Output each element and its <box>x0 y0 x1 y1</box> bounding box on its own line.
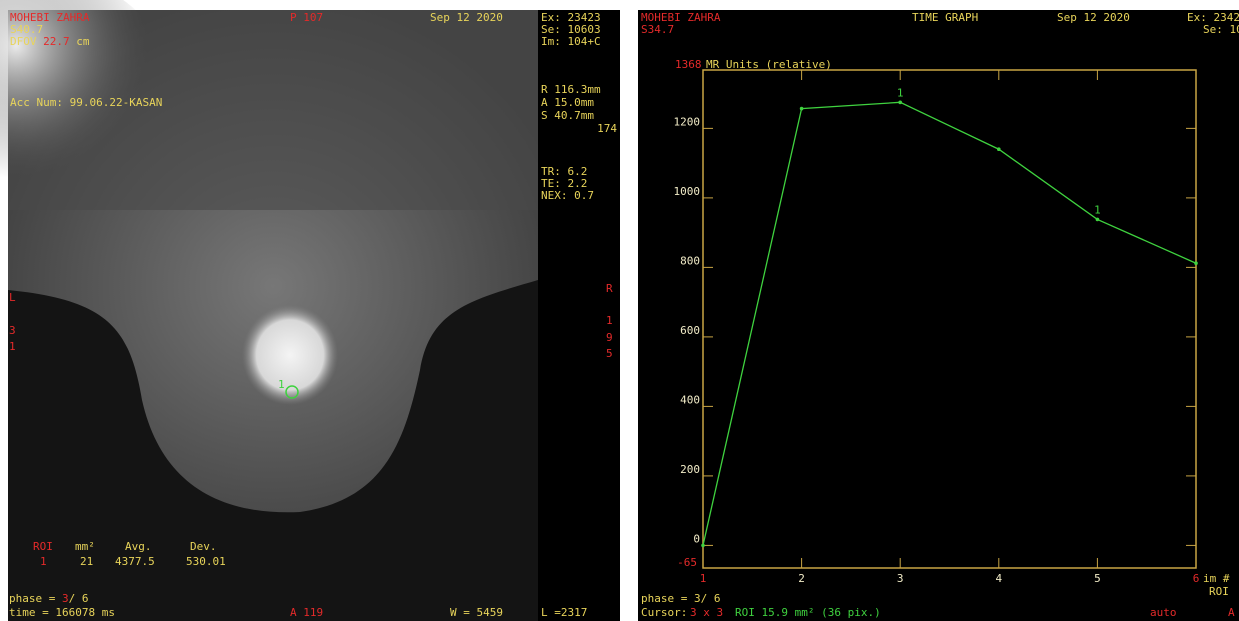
side-mark: 9 <box>606 331 613 344</box>
phase-label: phase = <box>641 592 694 605</box>
bright-region <box>0 0 170 200</box>
image: Im: 104+C <box>541 35 601 48</box>
coord: S 40.7mm <box>541 109 594 122</box>
slice: S40.7 <box>10 23 43 36</box>
data-point <box>1194 261 1198 266</box>
roi-header: Dev. <box>190 540 217 553</box>
patient: MOHEBI ZAHRA <box>641 11 721 24</box>
dfov: DFOV 22.7 cm <box>10 35 90 48</box>
series-line <box>702 101 1197 546</box>
data-point <box>1095 217 1100 222</box>
dfov-label: DFOV <box>10 35 37 48</box>
coord: 174 <box>597 122 617 135</box>
date: Sep 12 2020 <box>430 11 503 24</box>
exam: Ex: 23423 <box>1187 11 1239 24</box>
roi-cell: 530.01 <box>186 555 226 568</box>
y-tick-label: 200 <box>680 463 700 476</box>
side-mark: 1 <box>606 314 613 327</box>
param: NEX: 0.7 <box>541 189 594 202</box>
x-unit: im # <box>1203 572 1230 585</box>
roi-header: ROI <box>33 540 53 553</box>
side-mark: 5 <box>606 347 613 360</box>
level: L =2317 <box>541 606 587 619</box>
data-point <box>799 106 804 111</box>
phase-current: 3 <box>62 592 69 605</box>
side-mark: L <box>9 291 16 304</box>
roi-marker: 1 <box>278 378 285 391</box>
param: TR: 6.2 <box>541 165 587 178</box>
roi-header: mm² <box>75 540 95 553</box>
window: W = 5459 <box>450 606 503 619</box>
dfov-value: 22.7 <box>43 35 70 48</box>
lesion <box>242 305 338 405</box>
x-tick-label: 3 <box>897 572 904 585</box>
y-tick-label: 800 <box>680 254 700 267</box>
date: Sep 12 2020 <box>1057 11 1130 24</box>
roi-cell: 1 <box>40 555 47 568</box>
series: Se: 10603 <box>1203 23 1239 36</box>
data-point <box>898 100 902 105</box>
coord: A 15.0mm <box>541 96 594 109</box>
patient: MOHEBI ZAHRA <box>10 11 90 24</box>
exam: Ex: 23423 <box>541 11 601 24</box>
acc-num: Acc Num: 99.06.22-KASAN <box>10 96 162 109</box>
graph-title: TIME GRAPH <box>912 11 978 24</box>
x-limit-label: 1 <box>700 572 707 585</box>
side-mark: 1 <box>9 340 16 353</box>
phase: phase = 3/ 6 <box>9 592 88 605</box>
cursor-label: Cursor: <box>641 606 687 619</box>
slice: S34.7 <box>641 23 674 36</box>
dfov-unit: cm <box>76 35 90 48</box>
phase-value: 3/ 6 <box>694 592 721 605</box>
anterior: A 119 <box>290 606 323 619</box>
y-tick-label: 400 <box>680 393 700 406</box>
data-point <box>701 543 705 548</box>
x-tick-label: 2 <box>798 572 805 585</box>
roi-cell: 4377.5 <box>115 555 155 568</box>
time: time = 166078 ms <box>9 606 115 619</box>
roi-circle <box>285 385 299 399</box>
y-axis-label: MR Units (relative) <box>706 58 832 71</box>
annotation: 1 <box>897 86 904 99</box>
y-limit-label: -65 <box>677 556 697 569</box>
position: P 107 <box>290 11 323 24</box>
data-point <box>997 147 1001 152</box>
x-limit-label: 6 <box>1193 572 1200 585</box>
y-tick-label: 1000 <box>674 185 701 198</box>
coord: R 116.3mm <box>541 83 601 96</box>
param: TE: 2.2 <box>541 177 587 190</box>
side-mark: 3 <box>9 324 16 337</box>
roi-header: Avg. <box>125 540 152 553</box>
y-tick-label: 600 <box>680 324 700 337</box>
corner: A <box>1228 606 1235 619</box>
side-mark: R <box>606 282 613 295</box>
roi: ROI <box>1209 585 1229 598</box>
phase-total: / 6 <box>69 592 89 605</box>
x-tick-label: 5 <box>1094 572 1101 585</box>
y-limit-label: 1368 <box>675 58 702 71</box>
y-tick-label: 0 <box>693 532 700 545</box>
mri-panel: MOHEBI ZAHRA S40.7 DFOV 22.7 cm Acc Num:… <box>0 0 620 621</box>
plot-frame <box>702 69 1197 569</box>
graph-panel: MOHEBI ZAHRA S34.7 TIME GRAPH Sep 12 202… <box>638 10 1239 621</box>
x-tick-label: 4 <box>995 572 1002 585</box>
panel-bg <box>638 10 1239 621</box>
annotation: 1 <box>1094 203 1101 216</box>
y-tick-label: 1200 <box>674 115 701 128</box>
mode: auto <box>1150 606 1177 619</box>
cursor-size: 3 x 3 <box>690 606 723 619</box>
phase-label: phase = <box>9 592 62 605</box>
cursor-roi: ROI 15.9 mm² (36 pix.) <box>735 606 881 619</box>
series: Se: 10603 <box>541 23 601 36</box>
phase: phase = 3/ 6 <box>641 592 720 605</box>
roi-cell: 21 <box>80 555 93 568</box>
